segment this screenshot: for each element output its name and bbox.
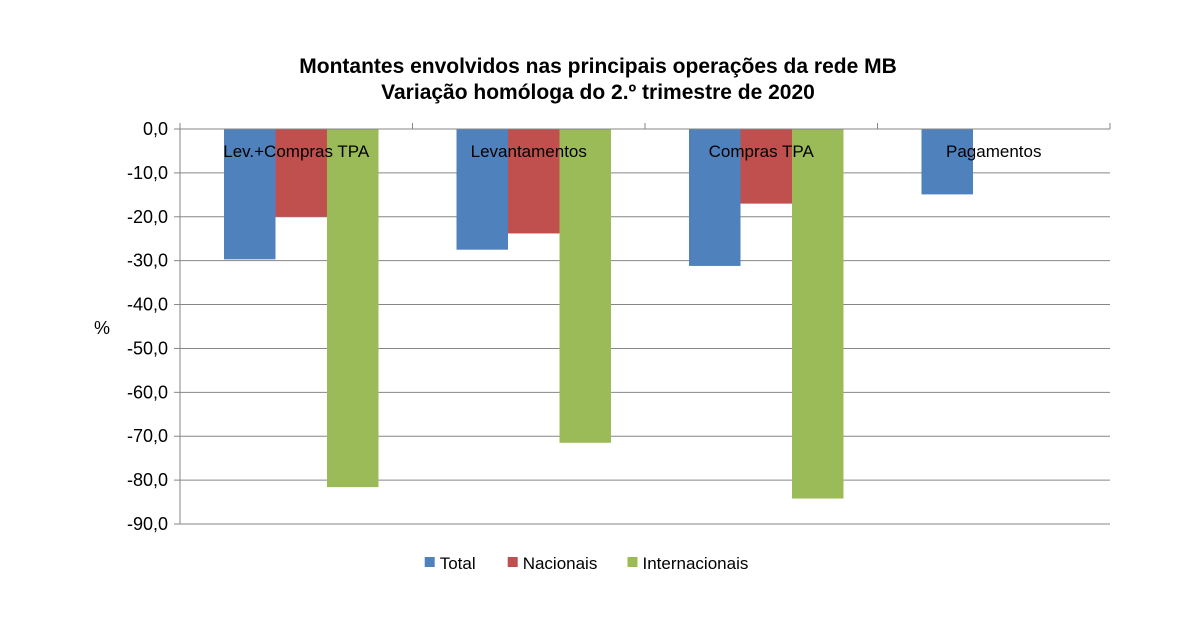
bar-internacionais	[559, 129, 611, 443]
category-labels: Lev.+Compras TPA Levantamentos Compras TPA…	[223, 142, 1041, 161]
bar-nacionais	[275, 129, 327, 217]
legend-swatch	[507, 557, 518, 567]
y-tick-label: -40,0	[127, 295, 168, 315]
category-label: Levantamentos	[471, 142, 587, 161]
bar-total	[456, 129, 508, 250]
y-tick-label: 0,0	[143, 119, 168, 139]
category-label: Pagamentos	[946, 142, 1041, 161]
bar-total	[921, 129, 973, 195]
y-tick-label: -70,0	[127, 426, 168, 446]
y-tick-label: -90,0	[127, 514, 168, 534]
gridlines	[180, 172, 1110, 525]
y-axis-label: %	[94, 318, 110, 338]
y-tick-label: -30,0	[127, 251, 168, 271]
legend-label: Total	[440, 554, 476, 573]
bars	[224, 129, 973, 499]
category-label: Lev.+Compras TPA	[223, 142, 370, 161]
y-tick-label: -80,0	[127, 470, 168, 490]
y-tick-label: -20,0	[127, 207, 168, 227]
category-label: Compras TPA	[709, 142, 815, 161]
y-tick-label: -60,0	[127, 382, 168, 402]
bar-nacionais	[508, 129, 560, 234]
bar-internacionais	[327, 129, 379, 488]
axes	[174, 123, 1111, 525]
legend-label: Nacionais	[523, 554, 598, 573]
bar-total	[689, 129, 741, 266]
chart-subtitle: Variação homóloga do 2.º trimestre de 20…	[381, 81, 815, 104]
y-tick-labels: 0,0 -10,0 -20,0 -30,0 -40,0 -50,0 -60,0 -70,0 -8…	[127, 119, 168, 534]
chart-title: Montantes envolvidos nas principais oper…	[299, 55, 897, 78]
bar-nacionais	[740, 129, 792, 204]
legend-label: Internacionais	[643, 554, 749, 573]
bar-total	[224, 129, 276, 260]
legend: Total Nacionais Internacionais	[424, 554, 749, 573]
legend-swatch	[627, 557, 638, 567]
bar-internacionais	[792, 129, 844, 499]
legend-swatch	[424, 557, 435, 567]
y-tick-label: -10,0	[127, 163, 168, 183]
y-tick-label: -50,0	[127, 338, 168, 358]
